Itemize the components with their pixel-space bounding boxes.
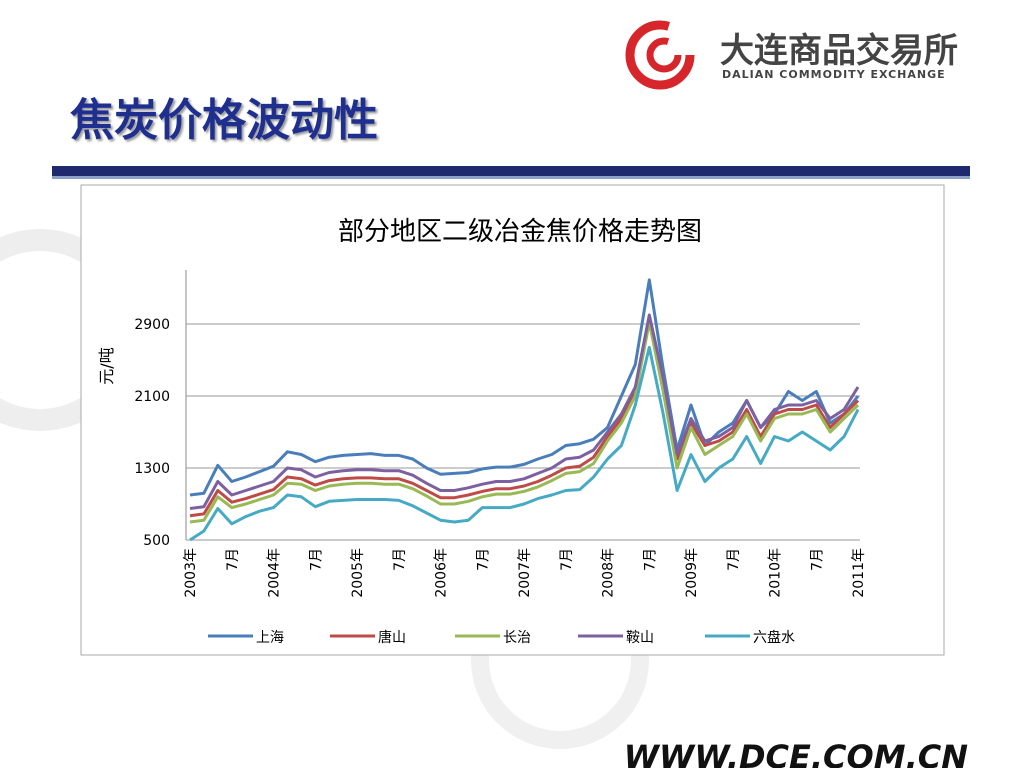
x-tick-label: 7月 — [225, 548, 241, 571]
legend-label: 六盘水 — [753, 629, 795, 646]
x-tick-label: 7月 — [642, 548, 658, 571]
x-tick-label: 2008年 — [601, 548, 617, 598]
x-tick-label: 2011年 — [851, 548, 867, 598]
y-axis-label: 元/吨 — [97, 347, 116, 384]
slide-title: 焦炭价格波动性 — [70, 95, 378, 146]
x-tick-label: 7月 — [559, 548, 575, 571]
data-line — [189, 313, 860, 510]
title-rule — [52, 166, 970, 178]
x-tick-label: 2007年 — [517, 548, 533, 598]
data-line — [189, 315, 860, 518]
legend-label: 鞍山 — [626, 630, 654, 646]
logo: 大连商品交易所 DALIAN COMMODITY EXCHANGE — [625, 20, 958, 90]
footer-url: WWW.DCE.COM.CN — [624, 738, 969, 768]
y-tick-label: 2100 — [134, 389, 170, 405]
x-tick-label: 2009年 — [684, 548, 700, 598]
logo-mark — [646, 37, 682, 73]
legend-label: 唐山 — [378, 629, 406, 646]
title-rule-shadow — [52, 176, 970, 179]
y-tick-label: 1300 — [134, 461, 170, 477]
legend-label: 长治 — [503, 630, 531, 646]
x-tick-label: 2005年 — [350, 548, 366, 598]
x-tick-label: 7月 — [809, 548, 825, 571]
logo-mark — [625, 20, 695, 90]
legend-label: 上海 — [256, 630, 284, 646]
data-line — [189, 320, 860, 524]
x-tick-label: 7月 — [308, 548, 324, 571]
x-tick-label: 7月 — [726, 548, 742, 571]
y-tick-label: 2900 — [134, 317, 170, 333]
x-tick-label: 2010年 — [768, 548, 784, 598]
x-tick-label: 2006年 — [434, 548, 450, 598]
x-tick-label: 7月 — [475, 548, 491, 571]
logo-cn: 大连商品交易所 — [720, 31, 958, 71]
x-tick-label: 2003年 — [183, 548, 199, 598]
chart-title: 部分地区二级冶金焦价格走势图 — [338, 217, 702, 247]
data-line — [189, 345, 860, 542]
logo-en: DALIAN COMMODITY EXCHANGE — [722, 68, 946, 81]
x-tick-label: 7月 — [392, 548, 408, 571]
x-tick-label: 2004年 — [267, 548, 283, 598]
y-tick-label: 500 — [143, 533, 170, 549]
chart-frame — [80, 184, 945, 656]
